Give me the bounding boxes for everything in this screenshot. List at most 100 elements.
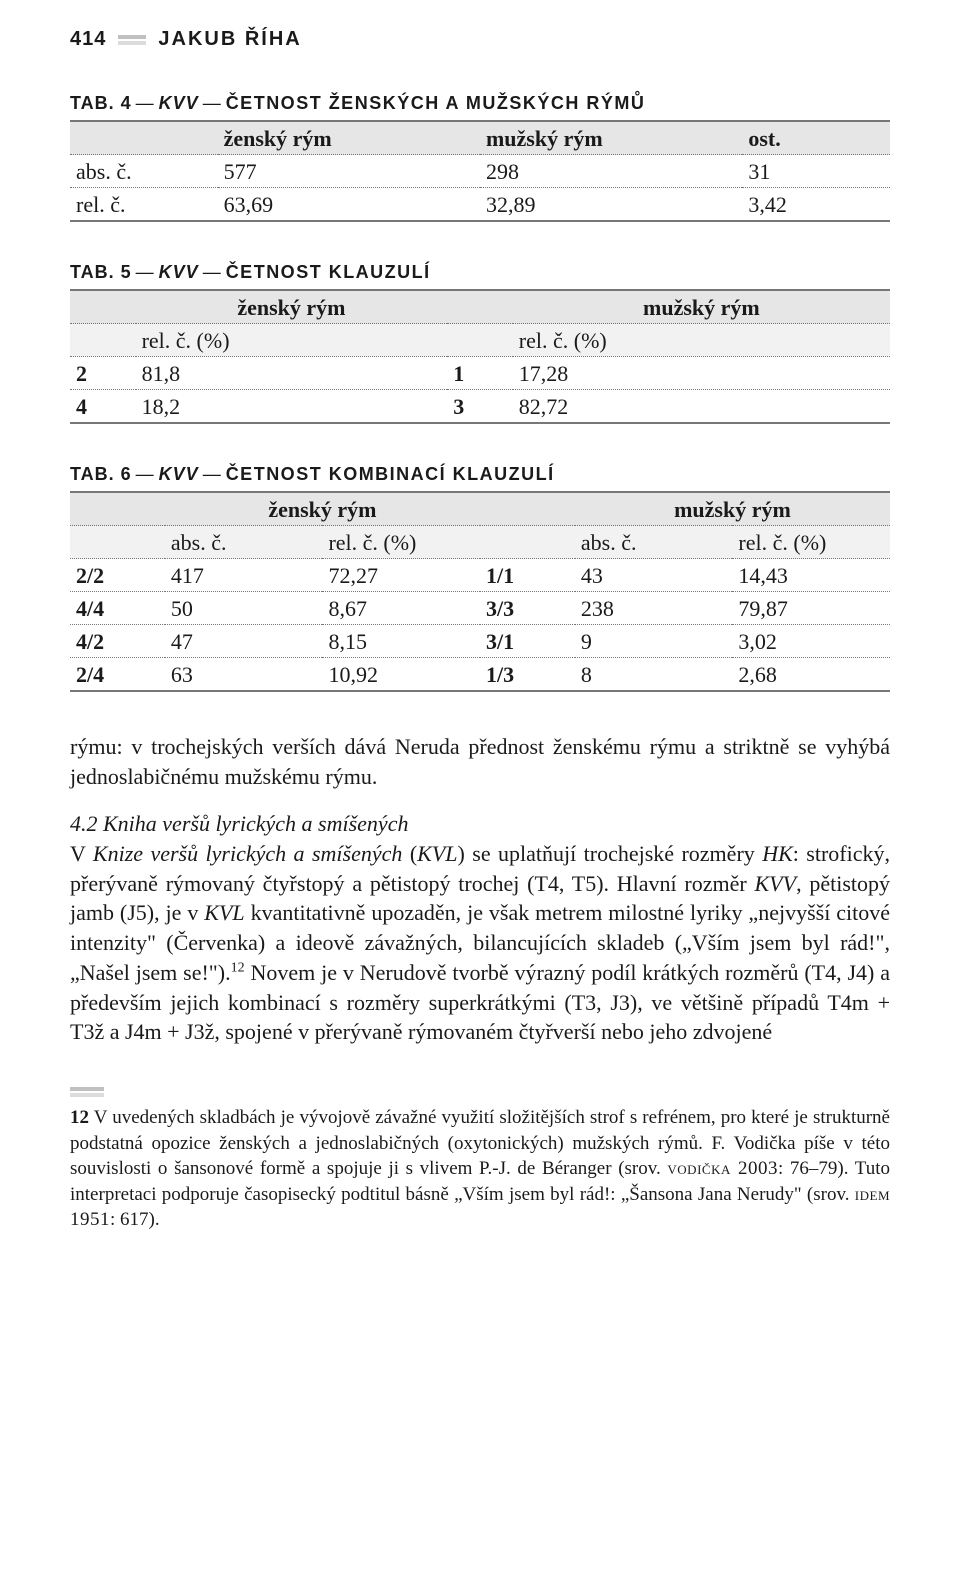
t4-r0-v2: 31	[742, 155, 890, 188]
t5-r1-c: 3	[447, 390, 513, 424]
tab6-label: TAB. 6	[70, 464, 132, 484]
tab4-label: TAB. 4	[70, 93, 132, 113]
t6-gh3	[480, 492, 575, 526]
t6-r0-c4: 43	[575, 559, 733, 592]
running-head: 414 JAKUB ŘÍHA	[70, 28, 890, 51]
t4-h3: ost.	[742, 121, 890, 155]
para-1: rýmu: v trochejských verších dává Neruda…	[70, 732, 890, 791]
table-5-block: TAB. 5—KVV—ČETNOST KLAUZULÍ ženský rým m…	[70, 262, 890, 424]
t6-r3-c4: 8	[575, 658, 733, 692]
p2-i2: KVL	[417, 841, 457, 866]
t6-gh1: ženský rým	[165, 492, 480, 526]
p2-i3: HK	[762, 841, 793, 866]
table-4: ženský rým mužský rým ost. abs. č. 577 2…	[70, 120, 890, 222]
t4-h2: mužský rým	[480, 121, 742, 155]
table-6-caption: TAB. 6—KVV—ČETNOST KOMBINACÍ KLAUZULÍ	[70, 464, 890, 485]
t6-r2-c5: 3,02	[732, 625, 890, 658]
fn-sc1: vodička 2003	[667, 1158, 778, 1179]
t6-r3-c3: 1/3	[480, 658, 575, 692]
t6-gh0	[70, 492, 165, 526]
t6-sh2: rel. č. (%)	[322, 526, 480, 559]
t5-gh2	[447, 290, 513, 324]
t6-sh5: rel. č. (%)	[732, 526, 890, 559]
fn-t3: : 617).	[110, 1209, 160, 1230]
footnote-ref-12: 12	[231, 960, 245, 975]
t6-r1-c3: 3/3	[480, 592, 575, 625]
t5-sh2	[447, 324, 513, 357]
t6-r1-c1: 50	[165, 592, 323, 625]
p2-i1: Knize veršů lyrických a smíšených	[93, 841, 402, 866]
t5-sh0	[70, 324, 136, 357]
tab5-ital: KVV	[159, 262, 199, 282]
footnote-separator	[70, 1087, 890, 1097]
t6-r0-c5: 14,43	[732, 559, 890, 592]
t6-sh1: abs. č.	[165, 526, 323, 559]
t6-sh4: abs. č.	[575, 526, 733, 559]
t6-r0-c3: 1/1	[480, 559, 575, 592]
table-4-caption: TAB. 4—KVV—ČETNOST ŽENSKÝCH A MUŽSKÝCH R…	[70, 93, 890, 114]
table-6: ženský rým mužský rým abs. č. rel. č. (%…	[70, 491, 890, 692]
tab5-desc: ČETNOST KLAUZULÍ	[226, 262, 431, 282]
t4-r0-label: abs. č.	[70, 155, 218, 188]
t6-r3-c0: 2/4	[70, 658, 165, 692]
tab6-desc: ČETNOST KOMBINACÍ KLAUZULÍ	[226, 464, 555, 484]
tab4-ital: KVV	[159, 93, 199, 113]
t4-r1-label: rel. č.	[70, 188, 218, 222]
t6-sh3	[480, 526, 575, 559]
t5-gh0	[70, 290, 136, 324]
t5-gh1: ženský rým	[136, 290, 448, 324]
fn-num: 12	[70, 1107, 89, 1128]
t6-r1-c5: 79,87	[732, 592, 890, 625]
t5-r0-c: 1	[447, 357, 513, 390]
header-ornament	[118, 35, 146, 45]
t4-r1-v0: 63,69	[218, 188, 480, 222]
table-6-block: TAB. 6—KVV—ČETNOST KOMBINACÍ KLAUZULÍ že…	[70, 464, 890, 692]
t4-r1-v1: 32,89	[480, 188, 742, 222]
p2-b: (	[402, 841, 417, 866]
tab6-ital: KVV	[159, 464, 199, 484]
t6-r1-c2: 8,67	[322, 592, 480, 625]
table-4-block: TAB. 4—KVV—ČETNOST ŽENSKÝCH A MUŽSKÝCH R…	[70, 93, 890, 222]
t6-r3-c5: 2,68	[732, 658, 890, 692]
p2-i5: KVL	[204, 900, 244, 925]
tab5-label: TAB. 5	[70, 262, 132, 282]
t6-r3-c1: 63	[165, 658, 323, 692]
p2-i4: KVV	[755, 871, 797, 896]
footnote-12: 12 V uvedených skladbách je vývojově záv…	[70, 1105, 890, 1233]
t5-gh3: mužský rým	[513, 290, 890, 324]
t4-r0-v0: 577	[218, 155, 480, 188]
t6-r3-c2: 10,92	[322, 658, 480, 692]
tab4-desc: ČETNOST ŽENSKÝCH A MUŽSKÝCH RÝMŮ	[226, 93, 646, 113]
t5-r1-a: 4	[70, 390, 136, 424]
page-number: 414	[70, 28, 106, 51]
t5-r0-a: 2	[70, 357, 136, 390]
t5-r0-b: 81,8	[136, 357, 448, 390]
author-name: JAKUB ŘÍHA	[158, 28, 301, 51]
t4-r0-v1: 298	[480, 155, 742, 188]
para-2: 4.2 Kniha veršů lyrických a smíšených V …	[70, 809, 890, 1047]
body-text: rýmu: v trochejských verších dává Neruda…	[70, 732, 890, 1047]
t6-sh0	[70, 526, 165, 559]
p2-c: ) se uplatňují trochejské rozměry	[458, 841, 763, 866]
t6-r2-c3: 3/1	[480, 625, 575, 658]
t5-r1-d: 82,72	[513, 390, 890, 424]
t6-r2-c2: 8,15	[322, 625, 480, 658]
t4-r1-v2: 3,42	[742, 188, 890, 222]
para2-heading: 4.2 Kniha veršů lyrických a smíšených	[70, 811, 408, 836]
t4-h0	[70, 121, 218, 155]
t6-r2-c1: 47	[165, 625, 323, 658]
table-5: ženský rým mužský rým rel. č. (%) rel. č…	[70, 289, 890, 424]
t6-r2-c0: 4/2	[70, 625, 165, 658]
t5-r1-b: 18,2	[136, 390, 448, 424]
t6-r0-c2: 72,27	[322, 559, 480, 592]
t6-r1-c0: 4/4	[70, 592, 165, 625]
t5-sh1: rel. č. (%)	[136, 324, 448, 357]
p2-a: V	[70, 841, 93, 866]
table-5-caption: TAB. 5—KVV—ČETNOST KLAUZULÍ	[70, 262, 890, 283]
t6-gh4: mužský rým	[575, 492, 890, 526]
t5-r0-d: 17,28	[513, 357, 890, 390]
t6-r0-c0: 2/2	[70, 559, 165, 592]
t5-sh3: rel. č. (%)	[513, 324, 890, 357]
t6-r1-c4: 238	[575, 592, 733, 625]
t6-r0-c1: 417	[165, 559, 323, 592]
